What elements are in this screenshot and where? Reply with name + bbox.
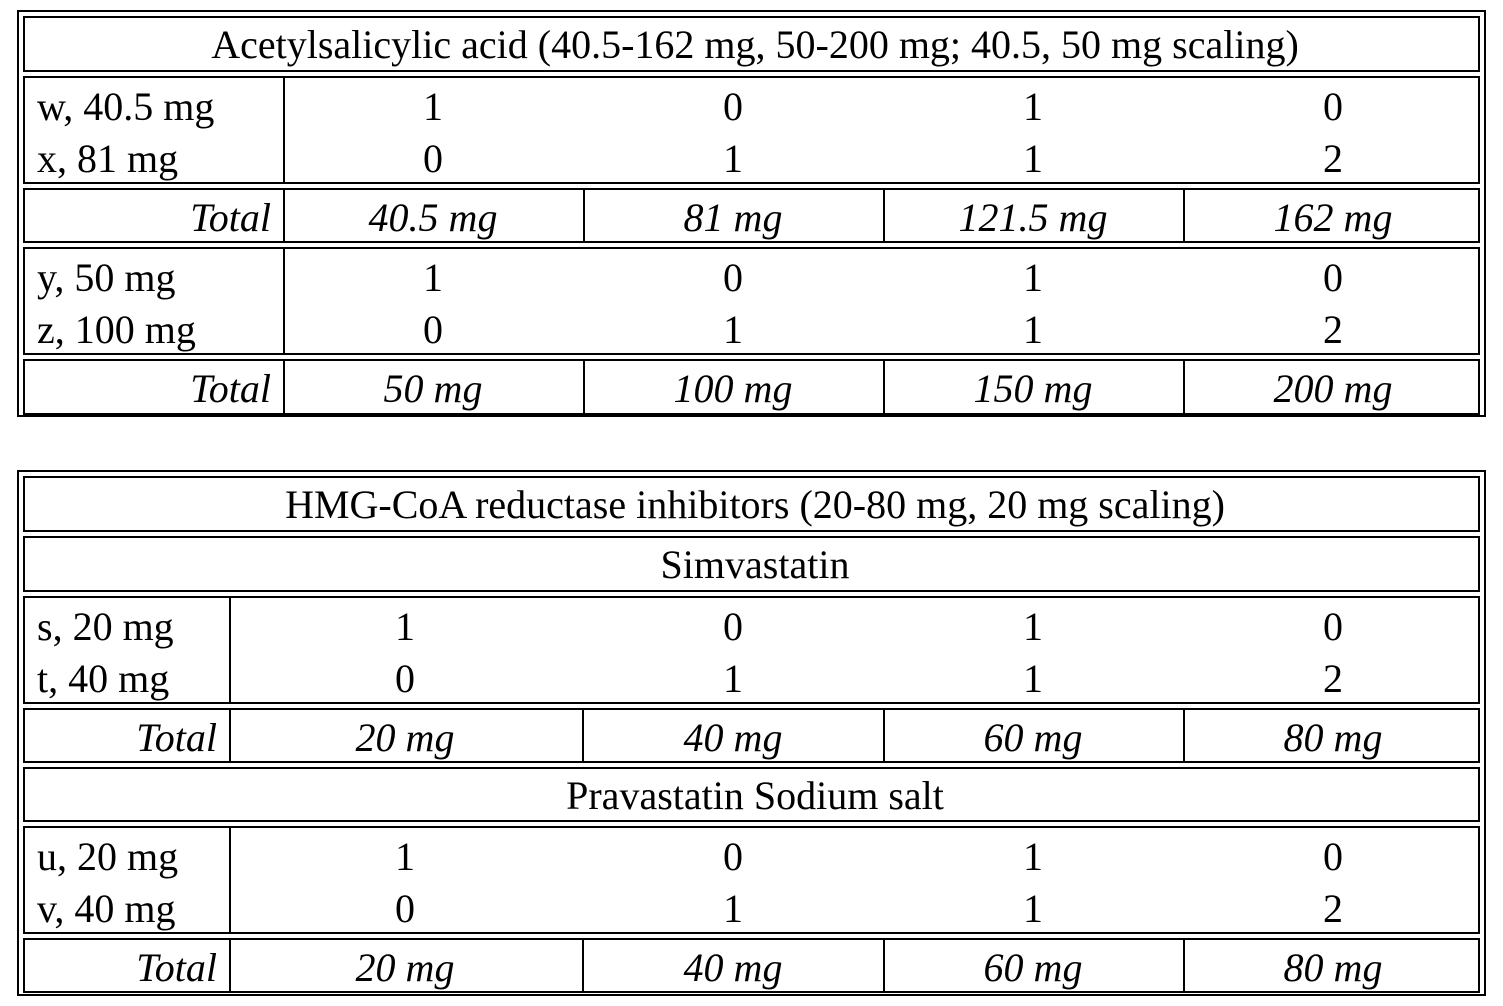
total-value: 40 mg (684, 718, 783, 758)
table-cell: 0 (1323, 837, 1343, 877)
section1-values: s, 20 mg t, 40 mg 1 0 1 0 0 1 1 2 (23, 596, 1480, 704)
acetylsalicylic-acid-table: Acetylsalicylic acid (40.5-162 mg, 50-20… (17, 10, 1486, 417)
table-cell: 0 (1323, 258, 1343, 298)
total-value: 20 mg (356, 948, 455, 988)
table-cell: 1 (1023, 258, 1043, 298)
table-row-label: y, 50 mg (37, 258, 176, 298)
table-cell: 1 (1023, 139, 1043, 179)
table-cell: 0 (1323, 607, 1343, 647)
total-label: Total (190, 198, 271, 238)
total-value: 20 mg (356, 718, 455, 758)
table-cell: 1 (395, 607, 415, 647)
section2-values: u, 20 mg v, 40 mg 1 0 1 0 0 1 1 2 (23, 826, 1480, 934)
table-cell: 0 (423, 310, 443, 350)
total-value: 40.5 mg (369, 198, 498, 238)
table-row-label: t, 40 mg (37, 659, 169, 699)
table-cell: 1 (723, 310, 743, 350)
total-label: Total (190, 369, 271, 409)
section2-total: Total 20 mg 40 mg 60 mg 80 mg (23, 938, 1480, 993)
total-value: 80 mg (1284, 948, 1383, 988)
total-value: 60 mg (984, 718, 1083, 758)
hmg-coa-reductase-table: HMG-CoA reductase inhibitors (20-80 mg, … (17, 470, 1486, 996)
table1-group1-total: Total 40.5 mg 81 mg 121.5 mg 162 mg (23, 188, 1480, 243)
table-cell: 1 (423, 258, 443, 298)
table-cell: 2 (1323, 139, 1343, 179)
table-cell: 1 (1023, 87, 1043, 127)
table-row-label: u, 20 mg (37, 837, 178, 877)
total-value: 60 mg (984, 948, 1083, 988)
total-value: 81 mg (684, 198, 783, 238)
table-cell: 0 (1323, 87, 1343, 127)
table-row-label: v, 40 mg (37, 889, 176, 929)
section-title: Pravastatin Sodium salt (566, 776, 944, 816)
table-cell: 0 (395, 889, 415, 929)
table-cell: 1 (1023, 837, 1043, 877)
table1-title-cell: Acetylsalicylic acid (40.5-162 mg, 50-20… (23, 16, 1480, 72)
total-value: 100 mg (674, 369, 793, 409)
table-row-label: s, 20 mg (37, 607, 174, 647)
table-cell: 1 (423, 87, 443, 127)
table-cell: 0 (723, 837, 743, 877)
table2-title: HMG-CoA reductase inhibitors (20-80 mg, … (285, 485, 1225, 525)
table-cell: 1 (395, 837, 415, 877)
table1-group1-values: w, 40.5 mg x, 81 mg 1 0 1 0 0 1 1 2 (23, 76, 1480, 184)
table-cell: 2 (1323, 889, 1343, 929)
table1-group2-values: y, 50 mg z, 100 mg 1 0 1 0 0 1 1 2 (23, 247, 1480, 355)
table-cell: 1 (1023, 889, 1043, 929)
section-title-cell: Pravastatin Sodium salt (23, 767, 1480, 822)
total-label: Total (136, 718, 217, 758)
table-row-label: z, 100 mg (37, 310, 196, 350)
total-value: 200 mg (1274, 369, 1393, 409)
section1-total: Total 20 mg 40 mg 60 mg 80 mg (23, 708, 1480, 763)
table-cell: 1 (1023, 607, 1043, 647)
total-value: 40 mg (684, 948, 783, 988)
table-cell: 1 (723, 889, 743, 929)
total-value: 162 mg (1274, 198, 1393, 238)
table-cell: 0 (723, 258, 743, 298)
total-label: Total (136, 948, 217, 988)
table-cell: 0 (423, 139, 443, 179)
table-row-label: w, 40.5 mg (37, 87, 214, 127)
table-cell: 2 (1323, 659, 1343, 699)
table-cell: 0 (395, 659, 415, 699)
table1-title: Acetylsalicylic acid (40.5-162 mg, 50-20… (211, 25, 1299, 65)
table-cell: 0 (723, 607, 743, 647)
table-row-label: x, 81 mg (37, 139, 178, 179)
table2-title-cell: HMG-CoA reductase inhibitors (20-80 mg, … (23, 476, 1480, 532)
total-value: 80 mg (1284, 718, 1383, 758)
section-title: Simvastatin (661, 545, 850, 585)
table1-group2-total: Total 50 mg 100 mg 150 mg 200 mg (23, 359, 1480, 415)
table-cell: 1 (1023, 659, 1043, 699)
table-cell: 1 (1023, 310, 1043, 350)
table-cell: 1 (723, 139, 743, 179)
table-cell: 2 (1323, 310, 1343, 350)
table-cell: 1 (723, 659, 743, 699)
total-value: 121.5 mg (959, 198, 1108, 238)
table-cell: 0 (723, 87, 743, 127)
total-value: 150 mg (974, 369, 1093, 409)
section-title-cell: Simvastatin (23, 536, 1480, 592)
total-value: 50 mg (384, 369, 483, 409)
